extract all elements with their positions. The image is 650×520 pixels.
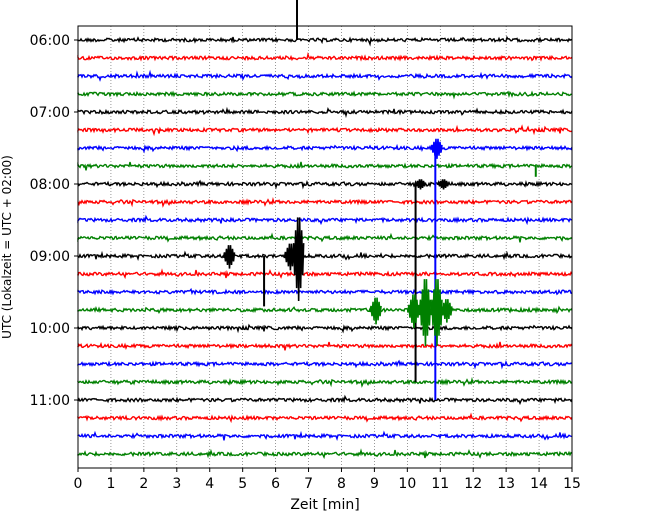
trace-1100 — [77, 394, 573, 406]
event-burst — [222, 245, 236, 269]
event-burst — [291, 217, 305, 302]
x-tick-label: 6 — [271, 476, 280, 492]
event-burst — [407, 294, 420, 329]
y-axis-label: UTC (Lokalzeit = UTC + 02:00) — [0, 155, 14, 339]
trace-0715 — [77, 124, 573, 137]
x-tick-label: 4 — [205, 476, 214, 492]
trace-rows — [77, 35, 573, 460]
x-tick-label: 15 — [563, 476, 581, 492]
x-tick-label: 5 — [238, 476, 247, 492]
x-tick-label: 3 — [172, 476, 181, 492]
x-tick-label: 9 — [370, 476, 379, 492]
trace-0915 — [77, 268, 573, 280]
x-tick-label: 12 — [464, 476, 482, 492]
y-tick-label: 10:00 — [30, 321, 70, 337]
x-tick-label: 11 — [431, 476, 449, 492]
y-tick-label: 07:00 — [30, 105, 70, 121]
trace-0700 — [77, 106, 573, 119]
trace-0815 — [77, 197, 573, 208]
trace-0900 — [77, 250, 573, 262]
plot-frame — [77, 25, 573, 469]
x-tick-label: 7 — [304, 476, 313, 492]
event-burst — [369, 297, 382, 325]
x-tick-label: 2 — [139, 476, 148, 492]
trace-0830 — [77, 214, 573, 226]
trace-0945 — [77, 303, 573, 315]
trace-1000 — [77, 323, 573, 334]
trace-1115 — [77, 412, 573, 424]
x-tick-label: 13 — [497, 476, 515, 492]
y-tick-label: 11:00 — [30, 393, 70, 409]
x-axis-ticks: 0 1 2 3 4 5 6 7 8 9 10 11 12 13 14 15 — [74, 468, 581, 492]
trace-0845 — [77, 232, 573, 243]
trace-0930 — [77, 287, 573, 296]
x-tick-label: 10 — [398, 476, 416, 492]
trace-0630 — [77, 69, 573, 82]
trace-0645 — [77, 90, 573, 100]
y-tick-label: 09:00 — [30, 249, 70, 265]
y-axis-ticks: 06:00 07:00 08:00 09:00 10:00 11:00 — [30, 33, 78, 409]
trace-1015 — [77, 341, 573, 351]
event-burst — [440, 299, 453, 323]
trace-1145 — [77, 448, 573, 460]
x-tick-label: 8 — [337, 476, 346, 492]
event-burst — [436, 179, 450, 190]
trace-1030 — [77, 359, 573, 370]
event-burst — [430, 138, 443, 159]
x-tick-label: 1 — [106, 476, 115, 492]
y-tick-label: 08:00 — [30, 177, 70, 193]
trace-0730 — [77, 143, 573, 154]
trace-1045 — [77, 377, 573, 388]
event-marks — [222, 0, 537, 400]
x-tick-label: 0 — [74, 476, 83, 492]
trace-0600 — [77, 35, 573, 47]
x-tick-label: 14 — [530, 476, 548, 492]
trace-1130 — [77, 430, 573, 442]
event-burst — [413, 179, 427, 190]
event-burst — [430, 279, 443, 347]
y-tick-label: 06:00 — [30, 33, 70, 49]
event-burst — [418, 279, 432, 347]
trace-0745 — [77, 161, 573, 171]
x-axis-label: Zeit [min] — [290, 497, 359, 513]
trace-0615 — [77, 52, 573, 62]
trace-0800 — [77, 179, 573, 190]
